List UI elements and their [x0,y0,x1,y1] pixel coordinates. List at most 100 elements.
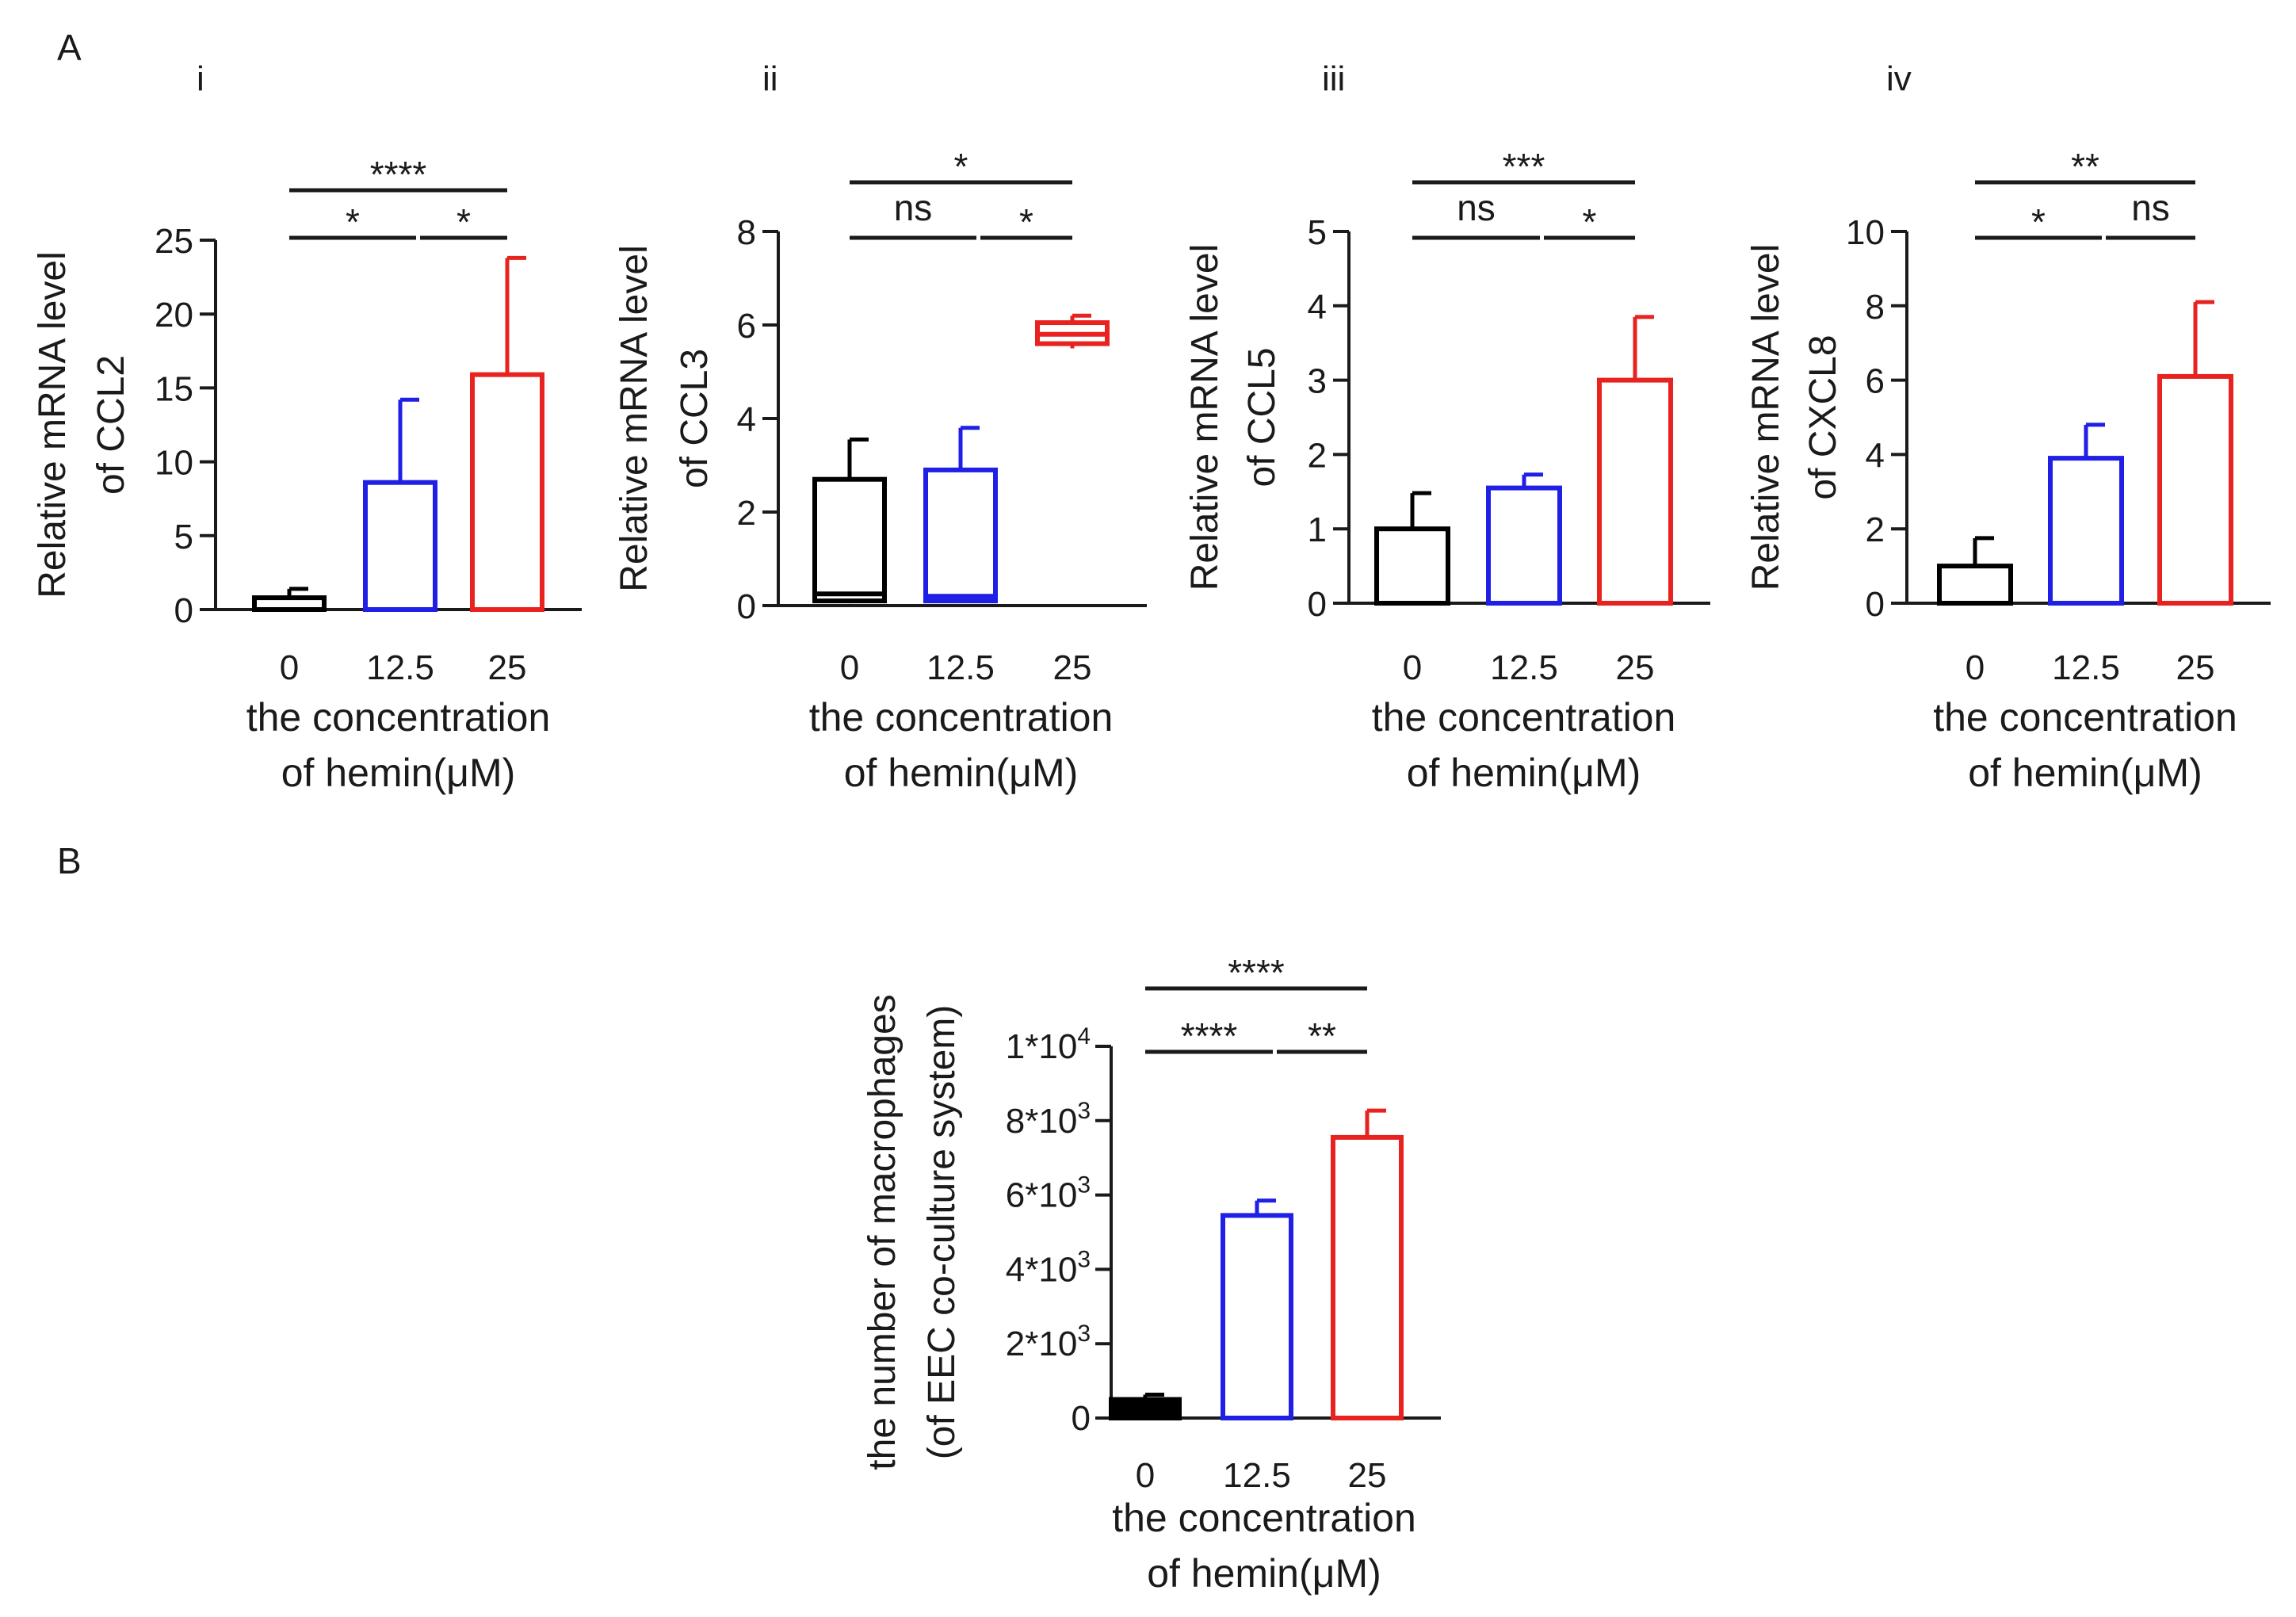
y-tick-label: 6 [1866,362,1885,401]
x-tick-label: 0 [1136,1456,1155,1495]
x-tick-label: 12.5 [2052,648,2120,687]
bar-0 [1109,1397,1182,1421]
y-tick-label: 0 [174,591,193,630]
x-axis-title: the concentration [246,695,551,740]
x-axis-title: of hemin(μM) [1147,1551,1381,1596]
x-axis-title: of hemin(μM) [281,751,516,795]
x-tick-label: 0 [1403,648,1422,687]
significance-label: **** [1181,1015,1238,1057]
significance-label: *** [1503,146,1545,187]
y-tick-label: 6 [737,307,756,346]
x-tick-label: 25 [1053,648,1092,687]
bar-0 [1374,526,1450,606]
panel-b-label: B [57,840,82,881]
significance-label: ns [894,187,933,228]
bar-25 [470,372,544,612]
significance-label: * [1019,201,1033,243]
x-tick-label: 12.5 [366,648,434,687]
bar-0 [252,595,327,613]
y-tick-label: 5 [174,518,193,556]
panel-a-label: A [57,27,82,68]
x-axis-title: of hemin(μM) [1968,751,2202,795]
y-axis-title: of CCL2 [90,355,132,495]
subpanel-label: ii [762,59,778,98]
x-tick-label: 25 [1616,648,1655,687]
y-axis-title: of CXCL8 [1802,334,1844,499]
x-tick-label: 25 [1348,1456,1387,1495]
significance-label: * [457,201,471,243]
y-tick-label: 0 [1866,585,1885,624]
y-tick-label: 5 [1308,213,1327,252]
y-tick-label: 25 [155,222,193,261]
chart-iv: iv 0 2 4 6 8 10 0 12.5 25 * ns ** Relative mRNA level… [1745,59,2271,795]
significance-label: ** [2071,146,2099,187]
bar-12.5 [2048,456,2124,606]
significance-label: **** [1228,952,1285,993]
y-axis-title: of CCL3 [674,349,716,488]
x-tick-label: 0 [1966,648,1985,687]
bar-12.5 [1486,485,1562,606]
y-tick-label: 0 [1072,1399,1091,1438]
y-tick-label: 8 [1866,288,1885,327]
y-tick-label: 10 [1846,213,1885,252]
x-tick-label: 12.5 [1223,1456,1291,1495]
chart-ii: ii 0 2 4 6 8 0 12.5 25 ns * * Relative mRNA level of … [613,59,1147,795]
y-tick-label: 4 [1308,288,1327,327]
x-axis-title: the concentration [1933,695,2237,740]
x-tick-label: 0 [280,648,299,687]
y-tick-label: 1 [1308,510,1327,549]
y-tick-label: 6*103 [1006,1172,1091,1215]
significance-label: **** [370,154,427,195]
y-tick-label: 8*103 [1006,1098,1091,1141]
y-axis-title: of CCL5 [1241,347,1283,487]
subpanel-label: i [197,59,204,98]
y-tick-label: 2 [1308,436,1327,475]
bar-25 [2157,373,2233,606]
y-axis-title: Relative mRNA level [32,251,74,598]
box-12.5 [923,467,998,604]
y-axis-title: Relative mRNA level [613,245,655,591]
subpanel-label: iii [1322,59,1345,98]
bar-25 [1597,377,1673,606]
x-axis-title: the concentration [809,695,1114,740]
y-tick-label: 0 [1308,585,1327,624]
subpanel-label: iv [1886,59,1912,98]
y-tick-label: 2*103 [1006,1321,1091,1363]
significance-label: * [346,201,360,243]
y-tick-label: 1*104 [1006,1023,1091,1066]
y-tick-label: 20 [155,296,193,334]
y-tick-label: 10 [155,444,193,483]
y-tick-label: 15 [155,369,193,408]
bar-12.5 [1221,1213,1293,1421]
significance-label: ns [1457,187,1496,228]
y-tick-label: 8 [737,213,756,252]
y-tick-label: 4*103 [1006,1246,1091,1289]
significance-label: * [2031,201,2046,243]
y-tick-label: 4 [1866,436,1885,475]
y-tick-label: 4 [737,400,756,439]
significance-label: ns [2131,187,2170,228]
bar-25 [1331,1134,1404,1421]
y-tick-label: 2 [737,494,756,533]
x-axis-title: the concentration [1112,1496,1416,1540]
bar-0 [1937,564,2013,606]
y-axis-title: the number of macrophages [861,994,904,1470]
significance-label: * [954,146,968,187]
significance-label: * [1583,201,1597,243]
y-axis-title: Relative mRNA level [1184,244,1226,591]
x-axis-title: of hemin(μM) [1407,751,1641,795]
x-tick-label: 0 [840,648,859,687]
x-tick-label: 25 [488,648,527,687]
box-0 [812,476,887,604]
y-tick-label: 3 [1308,362,1327,401]
bar-12.5 [363,480,437,612]
x-tick-label: 12.5 [926,648,995,687]
significance-label: ** [1308,1015,1336,1057]
x-axis-title: of hemin(μM) [844,751,1079,795]
y-tick-label: 0 [737,587,756,626]
y-tick-label: 2 [1866,510,1885,549]
